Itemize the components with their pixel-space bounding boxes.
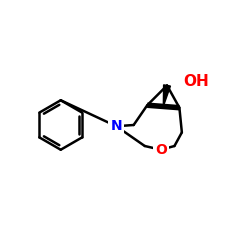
Text: OH: OH (183, 74, 209, 89)
Text: O: O (155, 143, 167, 157)
Polygon shape (163, 85, 170, 106)
Text: N: N (110, 119, 122, 133)
